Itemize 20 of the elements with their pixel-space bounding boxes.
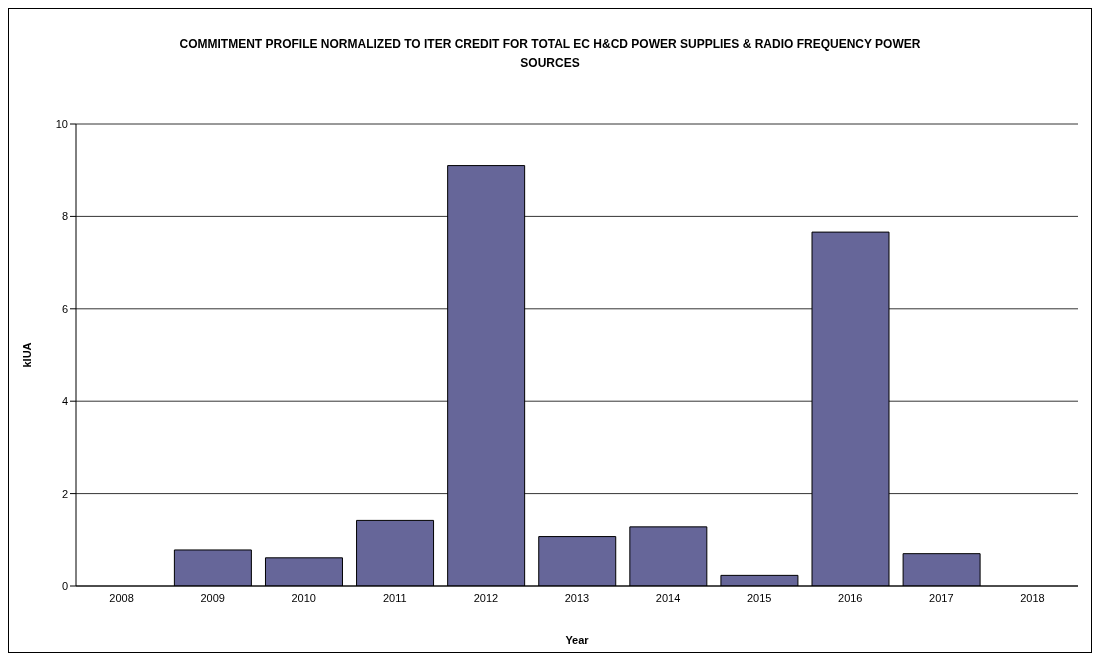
x-tick-label: 2014 <box>655 591 681 604</box>
x-tick-label: 2018 <box>1020 591 1045 604</box>
chart-title: COMMITMENT PROFILE NORMALIZED TO ITER CREDIT FOR TOTAL EC H&CD POWER SUPPLIES & RADIO FREQUENCY POWER SOURCES <box>178 36 922 72</box>
x-tick-label: 2010 <box>291 591 316 604</box>
x-tick-label: 2017 <box>929 591 954 604</box>
y-tick-label: 6 <box>61 302 68 315</box>
x-tick-label: 2012 <box>473 591 499 604</box>
y-tick-label: 0 <box>61 579 68 592</box>
y-axis-title: kIUA <box>20 342 33 368</box>
x-tick-label: 2009 <box>200 591 225 604</box>
y-tick-label: 4 <box>61 395 68 408</box>
x-tick-label: 2011 <box>382 591 407 604</box>
x-tick-label: 2008 <box>109 591 134 604</box>
x-tick-label: 2016 <box>838 591 863 604</box>
x-axis-title: Year <box>565 634 590 646</box>
y-tick-label: 8 <box>61 210 68 223</box>
x-tick-label: 2015 <box>746 591 772 604</box>
y-tick-label: 10 <box>55 117 68 130</box>
y-tick-label: 2 <box>61 487 68 500</box>
x-tick-label: 2013 <box>564 591 590 604</box>
